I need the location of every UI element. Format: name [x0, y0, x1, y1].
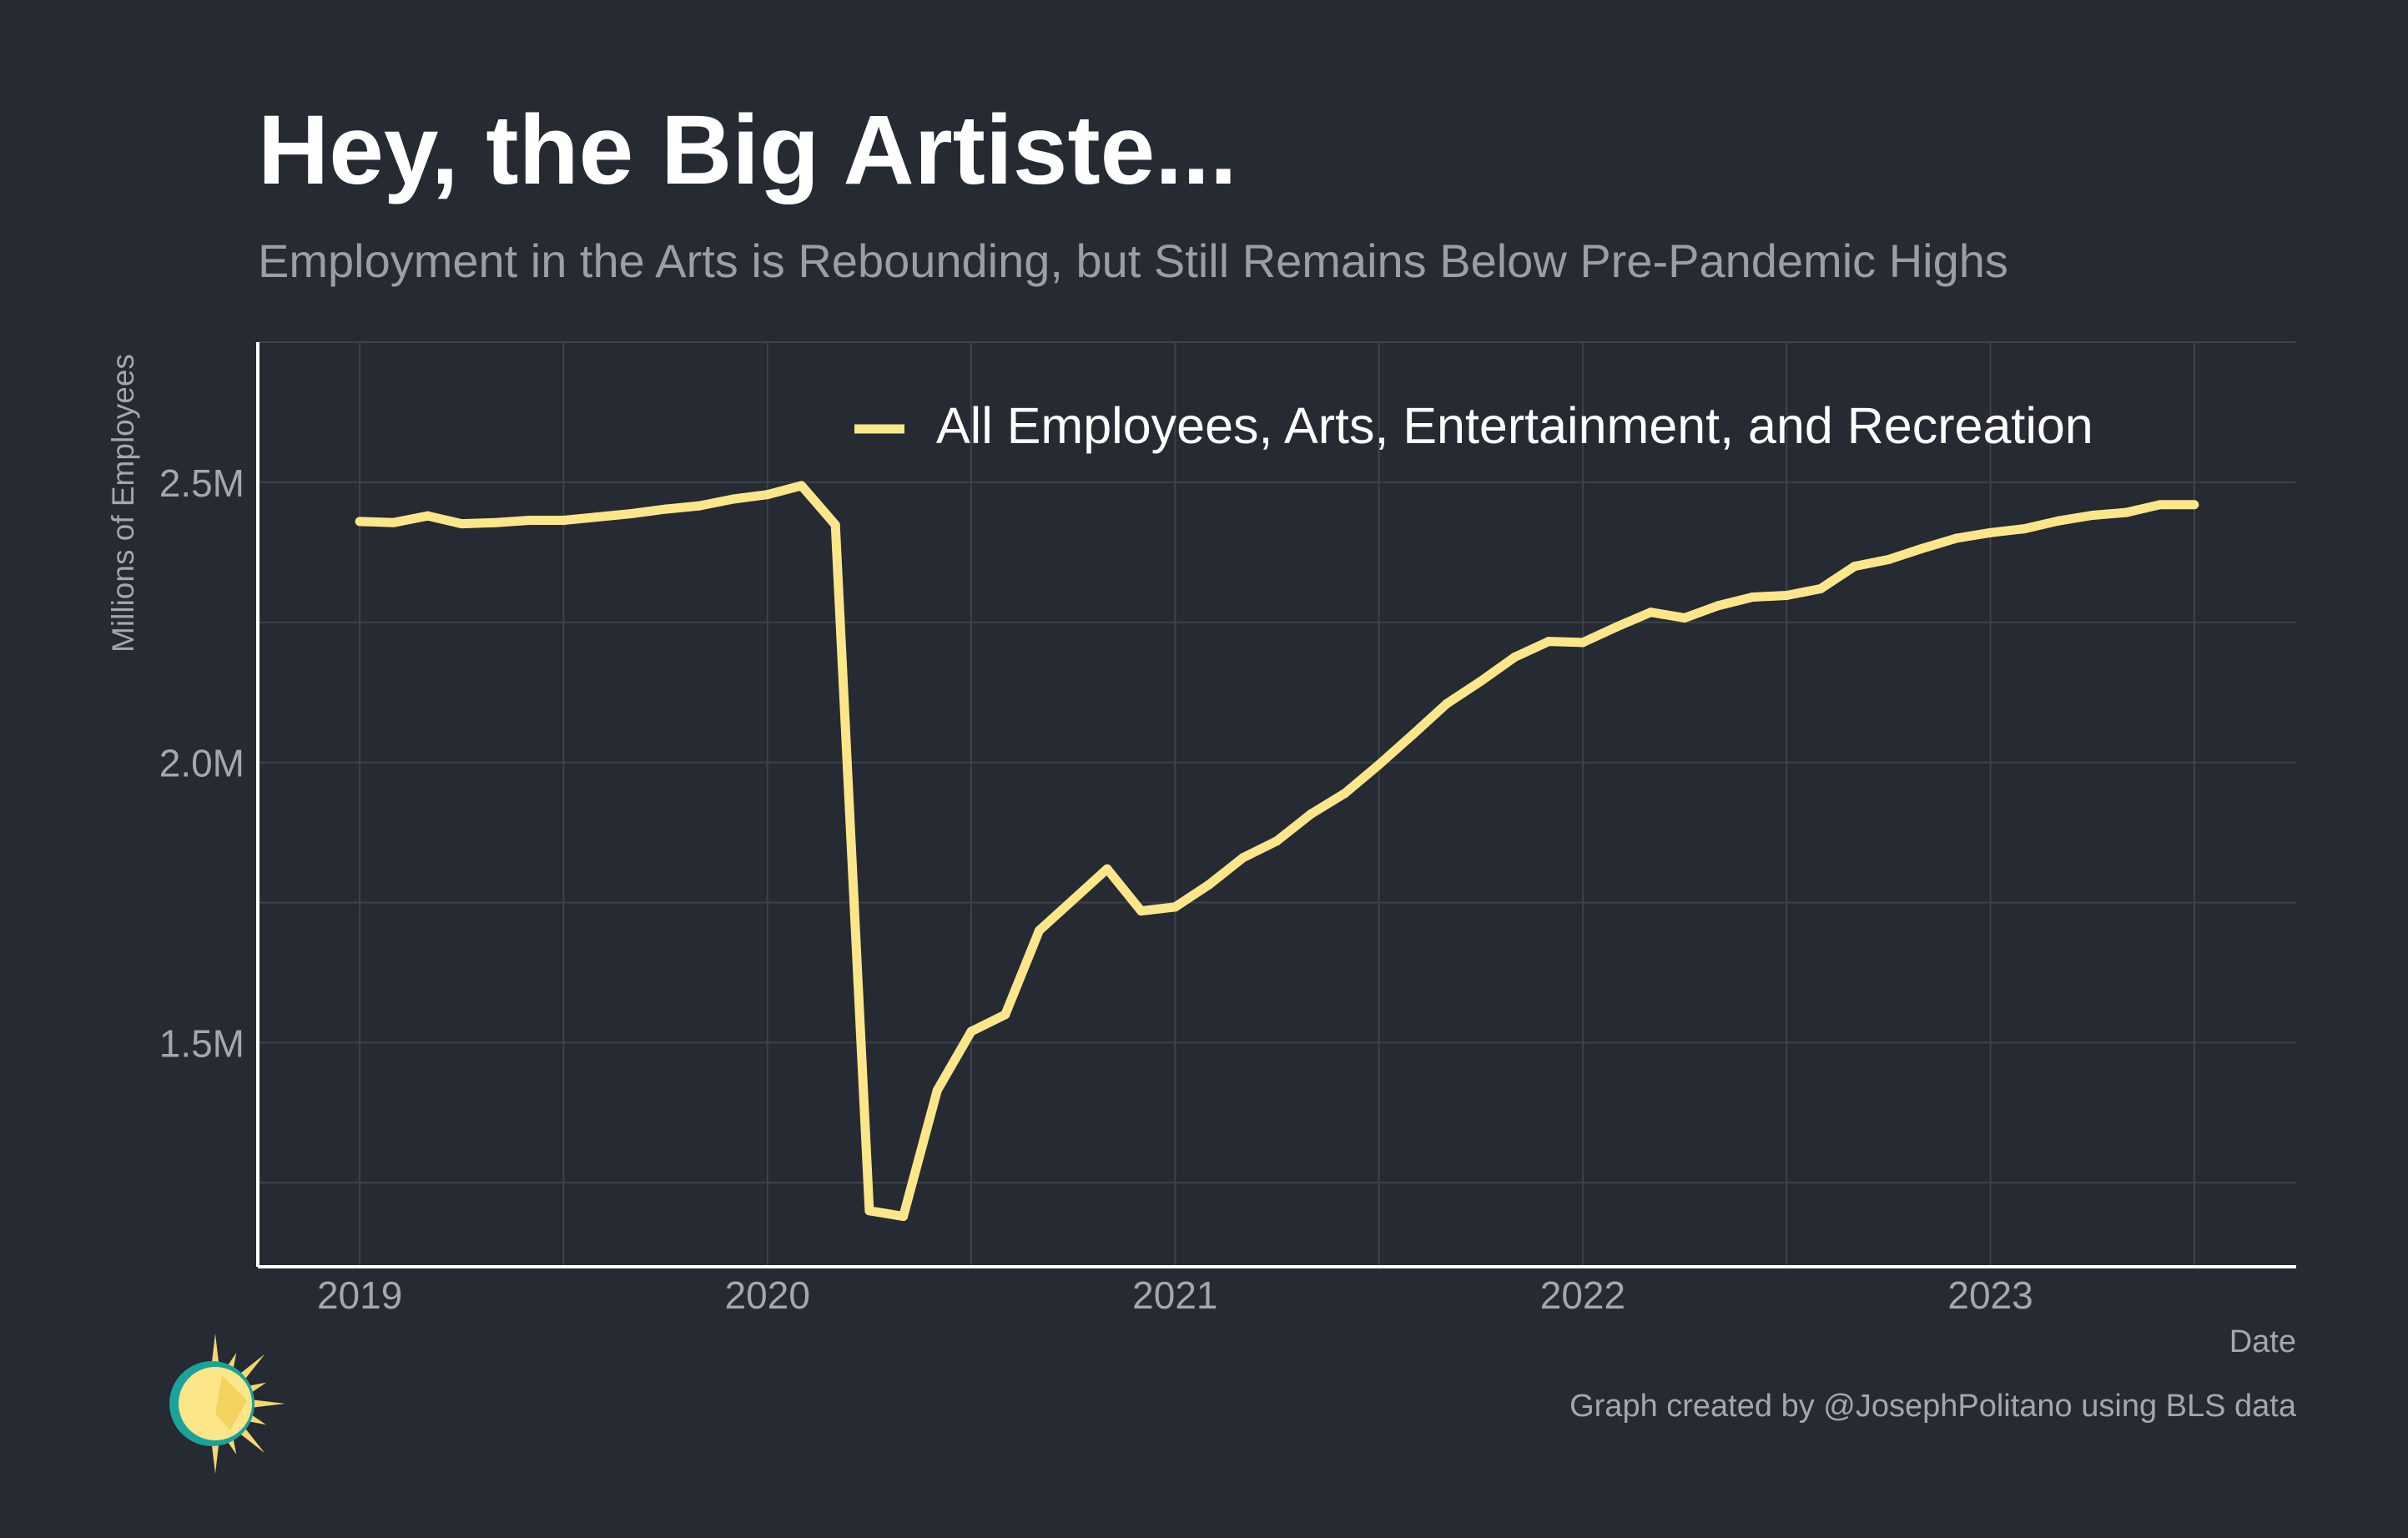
data-point — [389, 517, 399, 527]
data-point — [1952, 533, 1962, 543]
data-point — [1238, 853, 1248, 863]
axes — [256, 342, 2296, 1268]
data-point — [1272, 836, 1282, 846]
data-point — [423, 511, 433, 521]
data-point — [1680, 613, 1690, 623]
data-point — [932, 1085, 942, 1095]
legend-label: All Employees, Arts, Entertainment, and … — [936, 397, 2093, 454]
data-point — [1850, 562, 1860, 572]
y-tick-label: 1.5M — [159, 1021, 244, 1065]
data-point — [1136, 906, 1146, 916]
data-point — [1408, 729, 1418, 739]
x-tick-label: 2020 — [725, 1273, 810, 1317]
data-point — [1476, 676, 1486, 686]
data-point — [796, 481, 806, 491]
data-point — [1816, 583, 1826, 593]
data-point — [2053, 516, 2063, 526]
source-caption: Graph created by @JosephPolitano using B… — [1569, 1389, 2296, 1424]
data-point — [2189, 500, 2199, 510]
data-point — [661, 504, 671, 514]
data-point — [864, 1206, 874, 1216]
data-point — [1034, 925, 1044, 935]
data-point — [1986, 527, 1996, 537]
data-point — [1340, 789, 1350, 799]
data-point — [592, 512, 602, 522]
data-point — [491, 517, 501, 527]
data-point — [1510, 652, 1520, 662]
data-point — [1883, 555, 1893, 565]
grid-lines — [258, 341, 2296, 1267]
data-point — [1102, 864, 1112, 874]
data-point — [966, 1026, 976, 1036]
data-point — [355, 517, 365, 527]
data-point — [1000, 1010, 1010, 1020]
data-point — [456, 519, 466, 529]
data-point — [694, 501, 704, 511]
data-point — [558, 516, 568, 526]
data-point — [830, 520, 840, 530]
x-axis-label: Date — [2229, 1324, 2296, 1359]
sun-logo-icon — [169, 1334, 285, 1474]
chart-subtitle: Employment in the Arts is Rebounding, bu… — [258, 234, 2008, 287]
data-point — [1374, 759, 1384, 769]
y-axis-label: Millions of Employees — [106, 354, 140, 653]
series-line — [359, 481, 2194, 1222]
tick-labels: 2019 2020 2021 2022 2023 1.5M 2.0M 2.5M — [159, 461, 2033, 1317]
data-point — [1578, 638, 1588, 648]
data-point — [728, 494, 738, 504]
legend: All Employees, Arts, Entertainment, and … — [854, 397, 2093, 454]
data-point — [1748, 593, 1758, 603]
data-point — [2121, 507, 2131, 517]
x-tick-label: 2021 — [1132, 1273, 1217, 1317]
data-point — [1917, 543, 1927, 553]
data-point — [1170, 902, 1180, 912]
data-point — [763, 490, 773, 500]
y-tick-label: 2.0M — [159, 742, 244, 785]
data-point — [1714, 601, 1724, 611]
data-point — [1068, 895, 1078, 905]
data-point — [1645, 608, 1655, 618]
y-tick-label: 2.5M — [159, 461, 244, 505]
data-point — [2088, 510, 2098, 520]
data-point — [1781, 591, 1791, 601]
data-point — [1544, 637, 1554, 647]
x-tick-label: 2023 — [1947, 1273, 2033, 1317]
data-point — [1442, 698, 1452, 708]
x-tick-label: 2022 — [1540, 1273, 1625, 1317]
data-point — [1612, 622, 1622, 632]
data-point — [899, 1212, 909, 1222]
data-point — [525, 516, 535, 526]
chart-title: Hey, the Big Artiste... — [258, 95, 1237, 205]
x-tick-label: 2019 — [317, 1273, 402, 1317]
data-point — [1306, 809, 1316, 819]
data-point — [2019, 524, 2029, 534]
data-point — [627, 508, 637, 518]
series-layer — [355, 481, 2199, 1222]
data-point — [2155, 500, 2165, 510]
data-point — [1204, 880, 1214, 890]
